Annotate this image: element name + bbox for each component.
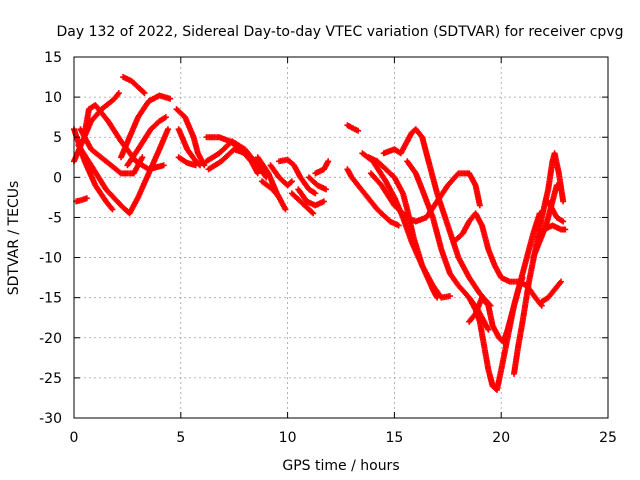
data-point — [160, 162, 167, 169]
data-point — [485, 326, 492, 333]
data-point — [192, 162, 199, 169]
y-tick-label: -20 — [39, 331, 62, 347]
data-point — [139, 154, 146, 161]
data-point — [489, 382, 496, 389]
data-point — [558, 186, 565, 193]
data-point — [167, 95, 174, 102]
data-point — [562, 226, 569, 233]
series-track-15 — [205, 146, 259, 173]
x-tick-label: 0 — [70, 430, 79, 446]
y-tick-label: -5 — [48, 210, 62, 226]
series-track-17 — [258, 178, 283, 201]
data-point — [141, 90, 148, 97]
data-point — [115, 90, 122, 97]
grid-layer — [74, 57, 608, 418]
data-point — [446, 293, 453, 300]
y-tick-label: 15 — [44, 50, 62, 66]
x-tick-label: 20 — [492, 430, 510, 446]
chart-title: Day 132 of 2022, Sidereal Day-to-day VTE… — [57, 24, 624, 40]
series-track-12 — [175, 154, 199, 169]
series-track-23 — [312, 158, 332, 177]
data-point — [83, 195, 90, 202]
x-tick-label: 5 — [176, 430, 185, 446]
y-axis-label: SDTVAR / TECUs — [6, 181, 22, 296]
series-track-21 — [295, 186, 327, 209]
data-point — [560, 198, 567, 205]
y-tick-label: 0 — [53, 170, 62, 186]
data-point — [282, 206, 289, 213]
series-track-10 — [173, 106, 208, 169]
data-marks — [71, 74, 569, 393]
axis-ticks: 0 5 10 15 20 25 -30 -25 -20 -15 -10 -5 0 5 10 15 — [39, 50, 617, 446]
data-point — [476, 202, 483, 209]
y-tick-label: -30 — [39, 411, 62, 427]
series-track-34 — [487, 374, 496, 389]
data-point — [325, 158, 332, 165]
series-track-03 — [71, 126, 116, 213]
series-track-25 — [344, 166, 402, 229]
data-point — [312, 190, 319, 197]
data-point — [164, 126, 171, 133]
data-point — [309, 209, 316, 216]
series-track-02 — [73, 195, 90, 205]
series-track-35 — [511, 150, 567, 377]
series-track-11 — [175, 126, 204, 169]
x-tick-label: 25 — [599, 430, 617, 446]
x-axis-label: GPS time / hours — [282, 458, 399, 474]
data-point — [434, 294, 441, 301]
data-point — [320, 198, 327, 205]
plot-frame — [73, 56, 609, 419]
data-point — [287, 179, 294, 186]
y-tick-label: -15 — [39, 291, 62, 307]
series-track-29 — [380, 126, 494, 309]
data-point — [276, 194, 283, 201]
series-track-22 — [305, 174, 330, 193]
series-track-31 — [451, 210, 545, 309]
data-point — [323, 186, 330, 193]
series-track-27 — [365, 154, 441, 301]
data-point — [556, 185, 563, 192]
data-point — [140, 89, 147, 96]
series-track-19 — [276, 156, 319, 197]
series-track-20 — [288, 190, 317, 217]
series-track-07 — [120, 74, 148, 97]
series-track-37 — [540, 222, 569, 233]
data-point — [310, 210, 317, 217]
data-point — [355, 127, 362, 134]
y-tick-label: -25 — [39, 371, 62, 387]
series-track-18 — [267, 162, 295, 189]
series-track-09 — [124, 114, 169, 169]
series-track-24 — [344, 122, 362, 134]
data-point — [395, 222, 402, 229]
data-point — [254, 170, 261, 177]
series-track-39 — [538, 278, 565, 305]
y-tick-label: -10 — [39, 251, 62, 267]
data-point — [558, 278, 565, 285]
data-point — [162, 114, 169, 121]
data-point — [109, 206, 116, 213]
x-tick-label: 10 — [279, 430, 297, 446]
y-tick-label: 5 — [53, 130, 62, 146]
data-point — [560, 218, 567, 225]
series-track-08 — [117, 92, 174, 161]
data-point — [288, 178, 295, 185]
y-tick-label: 10 — [44, 90, 62, 106]
series-track-38 — [545, 198, 567, 225]
x-tick-label: 15 — [385, 430, 403, 446]
